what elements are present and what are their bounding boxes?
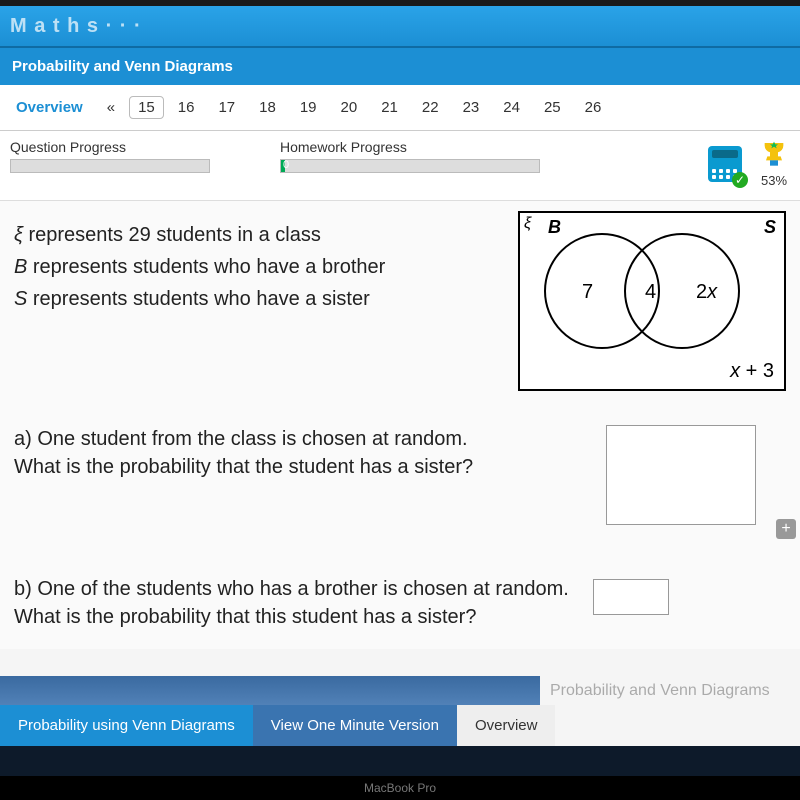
part-b: b) One of the students who has a brother… — [14, 575, 786, 631]
nav-q-23[interactable]: 23 — [453, 95, 490, 120]
question-content: ξ represents 29 students in a class B re… — [0, 201, 800, 649]
xi-symbol: ξ — [14, 224, 23, 246]
footer-tab-topic[interactable]: Probability using Venn Diagrams — [0, 705, 253, 746]
nav-overview[interactable]: Overview — [6, 95, 93, 120]
venn-diagram: ξ B S 7 4 2x x + 3 — [518, 211, 786, 391]
question-progress-label: Question Progress — [10, 139, 210, 155]
venn-outside: x + 3 — [730, 360, 774, 383]
stem-line1: represents 29 students in a class — [23, 224, 321, 246]
app-header: M a t h s · · · — [0, 6, 800, 48]
nav-q-24[interactable]: 24 — [493, 95, 530, 120]
footer-tab-overview[interactable]: Overview — [457, 705, 556, 746]
progress-row: Question Progress Homework Progress 0 ✓ … — [0, 131, 800, 201]
B-symbol: B — [14, 256, 27, 278]
nav-back[interactable]: « — [97, 95, 125, 120]
homework-progress: Homework Progress 0 — [280, 139, 540, 173]
nav-q-26[interactable]: 26 — [575, 95, 612, 120]
nav-q-19[interactable]: 19 — [290, 95, 327, 120]
laptop-bezel — [0, 746, 800, 776]
part-a: a) One student from the class is chosen … — [14, 425, 786, 525]
part-a-text: a) One student from the class is chosen … — [14, 425, 473, 481]
nav-q-20[interactable]: 20 — [331, 95, 368, 120]
homework-progress-label: Homework Progress — [280, 139, 540, 155]
part-b-text: b) One of the students who has a brother… — [14, 575, 569, 631]
app-screen: M a t h s · · · Probability and Venn Dia… — [0, 0, 800, 800]
question-nav: Overview « 15 16 17 18 19 20 21 22 23 24… — [0, 85, 800, 131]
part-a-body: One student from the class is chosen at … — [14, 428, 473, 478]
laptop-base: MacBook Pro — [0, 776, 800, 800]
stem-line2: represents students who have a brother — [27, 256, 385, 278]
footer-tabs: Probability using Venn Diagrams View One… — [0, 705, 800, 746]
nav-q-21[interactable]: 21 — [371, 95, 408, 120]
trophy-score: 53% — [758, 139, 790, 188]
header-title: M a t h s · · · — [10, 15, 142, 38]
venn-label-B: B — [548, 217, 561, 238]
nav-q-16[interactable]: 16 — [168, 95, 205, 120]
stem-line3: represents students who have a sister — [27, 288, 369, 310]
peek-text: Probability and Venn Diagrams — [550, 682, 770, 699]
check-icon: ✓ — [732, 172, 748, 188]
homework-progress-bar: 0 — [280, 159, 540, 173]
nav-q-17[interactable]: 17 — [208, 95, 245, 120]
calculator-icon[interactable]: ✓ — [708, 146, 742, 182]
S-symbol: S — [14, 288, 27, 310]
device-label: MacBook Pro — [364, 781, 436, 795]
part-b-label: b) — [14, 578, 32, 600]
footer-tab-video[interactable]: View One Minute Version — [253, 705, 457, 746]
venn-xi: ξ — [524, 215, 531, 233]
lesson-title: Probability and Venn Diagrams — [12, 58, 233, 75]
homework-progress-value: 0 — [283, 159, 289, 171]
nav-q-18[interactable]: 18 — [249, 95, 286, 120]
question-stem: ξ represents 29 students in a class B re… — [14, 219, 514, 315]
nav-q-15[interactable]: 15 — [129, 96, 164, 119]
trophy-percent: 53% — [761, 173, 787, 188]
question-progress: Question Progress — [10, 139, 210, 173]
part-b-body: One of the students who has a brother is… — [14, 578, 569, 628]
nav-q-22[interactable]: 22 — [412, 95, 449, 120]
venn-only-B: 7 — [582, 281, 593, 304]
question-progress-bar — [10, 159, 210, 173]
nav-q-25[interactable]: 25 — [534, 95, 571, 120]
answer-box-a[interactable] — [606, 425, 756, 525]
expand-icon[interactable]: + — [776, 519, 796, 539]
answer-box-b[interactable] — [593, 579, 669, 615]
venn-intersection: 4 — [645, 281, 656, 304]
trophy-icon — [758, 139, 790, 171]
lesson-title-bar: Probability and Venn Diagrams — [0, 48, 800, 85]
progress-icons: ✓ 53% — [708, 139, 790, 188]
part-a-label: a) — [14, 428, 32, 450]
venn-label-S: S — [764, 217, 776, 238]
venn-only-S: 2x — [696, 281, 717, 304]
venn-circle-S — [624, 233, 740, 349]
